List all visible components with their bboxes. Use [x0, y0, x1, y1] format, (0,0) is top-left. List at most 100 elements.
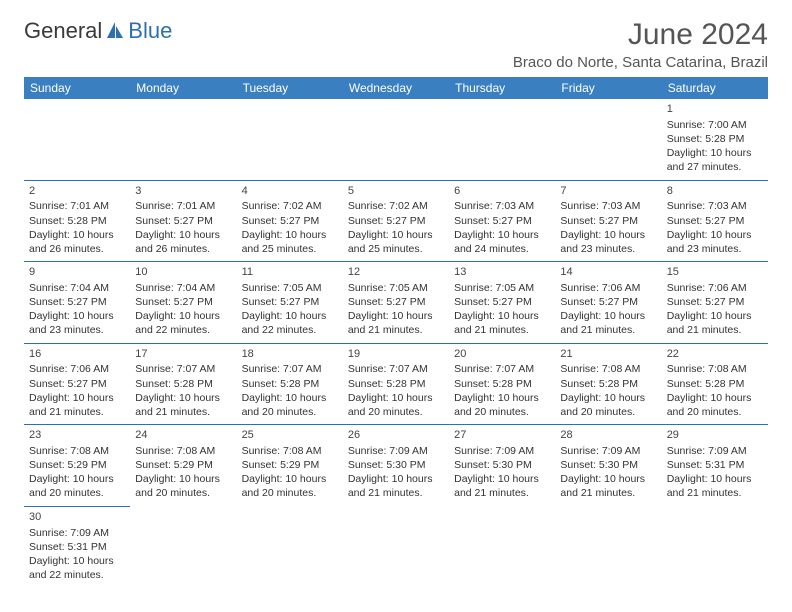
- calendar-day-cell: 1Sunrise: 7:00 AMSunset: 5:28 PMDaylight…: [662, 99, 768, 180]
- sunrise-text: Sunrise: 7:04 AM: [29, 281, 125, 295]
- sunrise-text: Sunrise: 7:08 AM: [29, 444, 125, 458]
- daylight1-text: Daylight: 10 hours: [242, 309, 338, 323]
- daylight2-text: and 21 minutes.: [454, 323, 550, 337]
- calendar-day-cell: 22Sunrise: 7:08 AMSunset: 5:28 PMDayligh…: [662, 343, 768, 425]
- calendar-week-row: 9Sunrise: 7:04 AMSunset: 5:27 PMDaylight…: [24, 262, 768, 344]
- sunset-text: Sunset: 5:28 PM: [667, 132, 763, 146]
- sunset-text: Sunset: 5:29 PM: [29, 458, 125, 472]
- sunrise-text: Sunrise: 7:02 AM: [242, 199, 338, 213]
- brand-logo: General Blue: [24, 18, 172, 44]
- daylight2-text: and 25 minutes.: [242, 242, 338, 256]
- daylight2-text: and 21 minutes.: [560, 323, 656, 337]
- sunrise-text: Sunrise: 7:09 AM: [560, 444, 656, 458]
- calendar-day-cell: 27Sunrise: 7:09 AMSunset: 5:30 PMDayligh…: [449, 425, 555, 507]
- day-number: 16: [29, 347, 125, 362]
- sunrise-text: Sunrise: 7:08 AM: [667, 362, 763, 376]
- calendar-day-cell: 25Sunrise: 7:08 AMSunset: 5:29 PMDayligh…: [237, 425, 343, 507]
- sunset-text: Sunset: 5:28 PM: [29, 214, 125, 228]
- calendar-week-row: 23Sunrise: 7:08 AMSunset: 5:29 PMDayligh…: [24, 425, 768, 507]
- day-number: 1: [667, 102, 763, 117]
- sunrise-text: Sunrise: 7:09 AM: [348, 444, 444, 458]
- calendar-day-cell: 12Sunrise: 7:05 AMSunset: 5:27 PMDayligh…: [343, 262, 449, 344]
- calendar-day-cell: [662, 506, 768, 587]
- daylight2-text: and 23 minutes.: [29, 323, 125, 337]
- daylight1-text: Daylight: 10 hours: [348, 472, 444, 486]
- sunset-text: Sunset: 5:30 PM: [560, 458, 656, 472]
- day-number: 13: [454, 265, 550, 280]
- sunset-text: Sunset: 5:28 PM: [454, 377, 550, 391]
- daylight1-text: Daylight: 10 hours: [454, 228, 550, 242]
- daylight1-text: Daylight: 10 hours: [135, 228, 231, 242]
- daylight2-text: and 23 minutes.: [560, 242, 656, 256]
- sunrise-text: Sunrise: 7:05 AM: [454, 281, 550, 295]
- calendar-day-cell: 14Sunrise: 7:06 AMSunset: 5:27 PMDayligh…: [555, 262, 661, 344]
- sunrise-text: Sunrise: 7:03 AM: [454, 199, 550, 213]
- daylight1-text: Daylight: 10 hours: [667, 472, 763, 486]
- daylight2-text: and 20 minutes.: [348, 405, 444, 419]
- sunset-text: Sunset: 5:27 PM: [29, 295, 125, 309]
- sunrise-text: Sunrise: 7:06 AM: [560, 281, 656, 295]
- calendar-day-cell: [130, 506, 236, 587]
- sunset-text: Sunset: 5:28 PM: [667, 377, 763, 391]
- daylight1-text: Daylight: 10 hours: [29, 554, 125, 568]
- calendar-day-cell: 29Sunrise: 7:09 AMSunset: 5:31 PMDayligh…: [662, 425, 768, 507]
- calendar-day-cell: 3Sunrise: 7:01 AMSunset: 5:27 PMDaylight…: [130, 180, 236, 262]
- sunset-text: Sunset: 5:27 PM: [348, 295, 444, 309]
- daylight1-text: Daylight: 10 hours: [560, 309, 656, 323]
- weekday-header: Thursday: [449, 77, 555, 99]
- day-number: 22: [667, 347, 763, 362]
- sunrise-text: Sunrise: 7:01 AM: [135, 199, 231, 213]
- calendar-day-cell: 5Sunrise: 7:02 AMSunset: 5:27 PMDaylight…: [343, 180, 449, 262]
- sunset-text: Sunset: 5:27 PM: [242, 214, 338, 228]
- daylight1-text: Daylight: 10 hours: [29, 228, 125, 242]
- daylight1-text: Daylight: 10 hours: [29, 309, 125, 323]
- day-number: 29: [667, 428, 763, 443]
- day-number: 9: [29, 265, 125, 280]
- sunrise-text: Sunrise: 7:08 AM: [135, 444, 231, 458]
- day-number: 30: [29, 510, 125, 525]
- daylight1-text: Daylight: 10 hours: [667, 228, 763, 242]
- weekday-header: Tuesday: [237, 77, 343, 99]
- brand-part2: Blue: [128, 18, 172, 44]
- calendar-day-cell: 4Sunrise: 7:02 AMSunset: 5:27 PMDaylight…: [237, 180, 343, 262]
- weekday-header: Monday: [130, 77, 236, 99]
- header: General Blue June 2024 Braco do Norte, S…: [24, 18, 768, 71]
- calendar-day-cell: 2Sunrise: 7:01 AMSunset: 5:28 PMDaylight…: [24, 180, 130, 262]
- sunset-text: Sunset: 5:27 PM: [135, 295, 231, 309]
- daylight1-text: Daylight: 10 hours: [348, 309, 444, 323]
- calendar-header-row: Sunday Monday Tuesday Wednesday Thursday…: [24, 77, 768, 99]
- calendar-day-cell: 30Sunrise: 7:09 AMSunset: 5:31 PMDayligh…: [24, 506, 130, 587]
- weekday-header: Wednesday: [343, 77, 449, 99]
- day-number: 4: [242, 184, 338, 199]
- title-block: June 2024 Braco do Norte, Santa Catarina…: [513, 18, 768, 71]
- location-text: Braco do Norte, Santa Catarina, Brazil: [513, 54, 768, 71]
- sunrise-text: Sunrise: 7:06 AM: [29, 362, 125, 376]
- daylight2-text: and 21 minutes.: [348, 486, 444, 500]
- daylight2-text: and 25 minutes.: [348, 242, 444, 256]
- sunrise-text: Sunrise: 7:07 AM: [454, 362, 550, 376]
- sunrise-text: Sunrise: 7:08 AM: [560, 362, 656, 376]
- daylight2-text: and 23 minutes.: [667, 242, 763, 256]
- calendar-week-row: 16Sunrise: 7:06 AMSunset: 5:27 PMDayligh…: [24, 343, 768, 425]
- day-number: 27: [454, 428, 550, 443]
- daylight2-text: and 21 minutes.: [454, 486, 550, 500]
- daylight1-text: Daylight: 10 hours: [242, 391, 338, 405]
- sunset-text: Sunset: 5:28 PM: [135, 377, 231, 391]
- sunset-text: Sunset: 5:27 PM: [667, 295, 763, 309]
- calendar-body: 1Sunrise: 7:00 AMSunset: 5:28 PMDaylight…: [24, 99, 768, 587]
- sunset-text: Sunset: 5:27 PM: [348, 214, 444, 228]
- day-number: 14: [560, 265, 656, 280]
- sunset-text: Sunset: 5:29 PM: [135, 458, 231, 472]
- sunrise-text: Sunrise: 7:02 AM: [348, 199, 444, 213]
- sunset-text: Sunset: 5:27 PM: [135, 214, 231, 228]
- day-number: 15: [667, 265, 763, 280]
- day-number: 19: [348, 347, 444, 362]
- calendar-day-cell: [343, 99, 449, 180]
- day-number: 23: [29, 428, 125, 443]
- sunrise-text: Sunrise: 7:03 AM: [667, 199, 763, 213]
- sunset-text: Sunset: 5:28 PM: [560, 377, 656, 391]
- sunset-text: Sunset: 5:31 PM: [667, 458, 763, 472]
- daylight2-text: and 20 minutes.: [667, 405, 763, 419]
- sunset-text: Sunset: 5:27 PM: [560, 295, 656, 309]
- sunrise-text: Sunrise: 7:03 AM: [560, 199, 656, 213]
